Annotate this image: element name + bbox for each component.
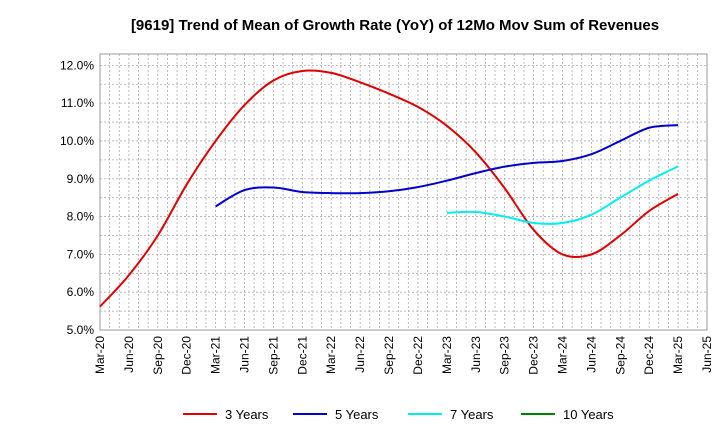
legend-label-5-years: 5 Years — [335, 407, 379, 422]
x-tick-label: Mar-24 — [555, 336, 569, 374]
y-tick-label: 8.0% — [67, 210, 95, 224]
x-tick-label: Jun-23 — [469, 336, 483, 373]
series-lines — [99, 69, 679, 308]
x-tick-label: Dec-21 — [295, 336, 309, 375]
x-tick-label: Dec-22 — [411, 336, 425, 375]
x-tick-label: Sep-20 — [151, 336, 165, 375]
x-tick-label: Dec-24 — [642, 336, 656, 375]
y-tick-label: 10.0% — [60, 134, 94, 148]
y-tick-label: 9.0% — [67, 172, 95, 186]
x-tick-label: Jun-21 — [238, 336, 252, 373]
x-tick-label: Mar-21 — [209, 336, 223, 374]
x-tick-label: Sep-23 — [498, 336, 512, 375]
legend-label-10-years: 10 Years — [563, 407, 614, 422]
x-axis-ticks: Mar-20 Jun-20 Sep-20 Dec-20 Mar-21 Jun-21 Sep-… — [93, 336, 714, 375]
y-tick-label: 5.0% — [67, 323, 95, 337]
x-tick-label: Dec-20 — [180, 336, 194, 375]
series-line-5-years — [215, 124, 679, 208]
y-tick-label: 7.0% — [67, 247, 95, 261]
y-axis-ticks: 5.0% 6.0% 7.0% 8.0% 9.0% 10.0% 11.0% 12.0% — [60, 58, 94, 337]
x-tick-label: Sep-22 — [382, 336, 396, 375]
legend: 3 Years 5 Years 7 Years 10 Years — [183, 407, 614, 422]
x-tick-label: Mar-20 — [93, 336, 107, 374]
legend-label-7-years: 7 Years — [450, 407, 494, 422]
x-tick-label: Sep-21 — [266, 336, 280, 375]
legend-label-3-years: 3 Years — [225, 407, 269, 422]
x-tick-label: Jun-20 — [122, 336, 136, 373]
x-tick-label: Mar-25 — [671, 336, 685, 374]
plot-area — [99, 53, 708, 331]
y-tick-label: 11.0% — [61, 96, 94, 110]
x-tick-label: Jun-22 — [353, 336, 367, 373]
x-tick-label: Sep-24 — [613, 336, 627, 375]
y-tick-label: 12.0% — [60, 58, 94, 72]
x-tick-label: Jun-25 — [700, 336, 714, 373]
x-tick-label: Mar-22 — [324, 336, 338, 374]
gridlines — [100, 54, 707, 330]
chart-title: [9619] Trend of Mean of Growth Rate (YoY… — [131, 17, 659, 34]
y-tick-label: 6.0% — [67, 285, 95, 299]
series-line-7-years — [446, 165, 679, 225]
x-tick-label: Jun-24 — [584, 336, 598, 373]
series-line-3-years — [99, 69, 679, 308]
x-tick-label: Mar-23 — [440, 336, 454, 374]
x-tick-label: Dec-23 — [527, 336, 541, 375]
